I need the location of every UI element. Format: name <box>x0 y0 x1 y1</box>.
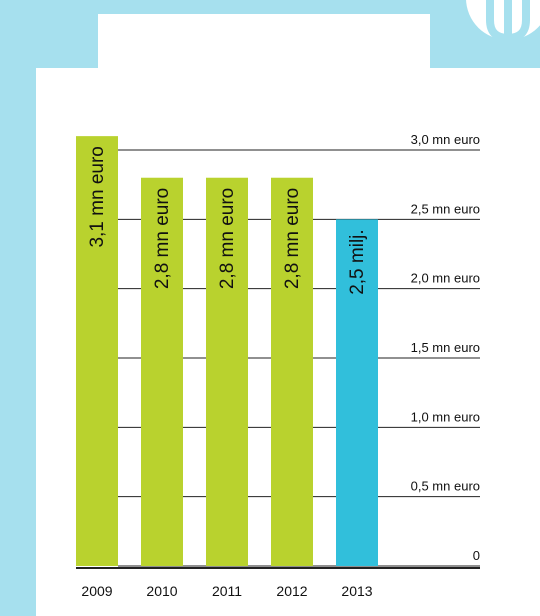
bar-value-label: 3,1 mn euro <box>87 146 108 247</box>
y-tick-label: 1,0 mn euro <box>411 409 480 424</box>
bar-2013 <box>336 219 378 567</box>
logo-mark <box>466 0 540 60</box>
x-tick-label-2010: 2010 <box>146 583 177 599</box>
y-tick-label: 2,0 mn euro <box>411 271 480 286</box>
y-tick-label: 0 <box>473 548 480 563</box>
bar-2009 <box>76 136 118 566</box>
y-tick-labels: 0 0,5 mn euro 1,0 mn euro 1,5 mn euro 2,0 mn… <box>411 132 480 563</box>
y-tick-label: 2,5 mn euro <box>411 201 480 216</box>
bar-2010 <box>141 177 183 566</box>
bar-value-label: 2,8 mn euro <box>282 188 303 289</box>
y-tick-label: 1,5 mn euro <box>411 340 480 355</box>
bar-value-label: 2,8 mn euro <box>152 188 173 289</box>
x-tick-label-2009: 2009 <box>81 583 112 599</box>
bar-value-label: 2,5 milj. <box>347 229 368 294</box>
bars <box>76 136 378 567</box>
bar-2011 <box>206 177 248 566</box>
bar-value-label: 2,8 mn euro <box>217 188 238 289</box>
x-tick-labels: 2009 2010 2011 2012 2013 <box>81 583 372 599</box>
y-tick-label: 0,5 mn euro <box>411 479 480 494</box>
bar-value-labels: 3,1 mn euro 2,8 mn euro 2,8 mn euro 2,8 mn … <box>87 146 368 295</box>
x-tick-label-2012: 2012 <box>276 583 307 599</box>
header-tab-panel <box>98 14 430 74</box>
bar-2012 <box>271 177 313 566</box>
y-tick-label: 3,0 mn euro <box>411 132 480 147</box>
x-tick-label-2013: 2013 <box>341 583 372 599</box>
x-tick-label-2011: 2011 <box>212 583 242 599</box>
